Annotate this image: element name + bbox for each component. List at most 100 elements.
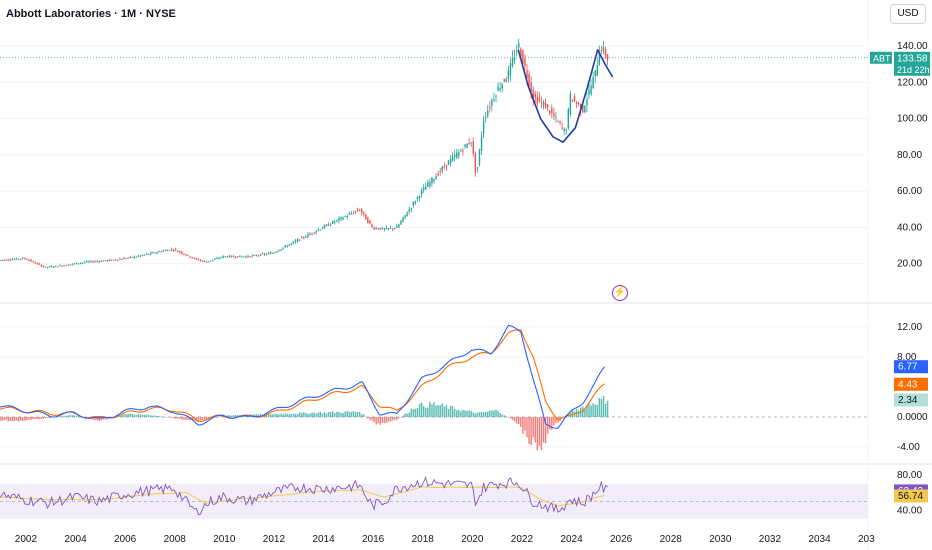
candle-body: [150, 252, 152, 254]
x-axis-label: 2014: [312, 534, 335, 545]
macd-histogram-bar: [77, 415, 80, 417]
macd-histogram-bar: [69, 414, 71, 417]
candle-body: [577, 102, 580, 105]
x-axis-label: 2022: [511, 534, 534, 545]
macd-histogram-bar: [179, 417, 181, 419]
candle-body: [462, 150, 464, 152]
macd-histogram-bar: [482, 412, 485, 417]
candle-body: [81, 262, 84, 264]
macd-histogram-bar: [404, 413, 406, 417]
candle-body: [561, 127, 563, 129]
candle-body: [162, 250, 164, 252]
candle-body: [270, 252, 272, 255]
candle-body: [555, 116, 557, 118]
candle-body: [352, 213, 355, 215]
candle-body: [46, 267, 49, 269]
candle-body: [137, 255, 140, 257]
candle-body: [443, 166, 446, 168]
macd-histogram-bar: [172, 417, 175, 419]
candle-body: [356, 210, 359, 212]
macd-histogram-bar: [226, 415, 229, 417]
candle-body: [129, 256, 131, 258]
candle-body: [0, 260, 1, 262]
candle-body: [557, 121, 559, 123]
candle-body: [573, 96, 576, 101]
macd-histogram-bar: [121, 414, 123, 417]
cup-pattern-drawing: [517, 49, 614, 143]
macd-histogram-bar: [67, 415, 69, 417]
macd-histogram-bar: [453, 409, 456, 417]
candle-body: [381, 227, 384, 230]
macd-histogram-bar: [530, 417, 532, 446]
candle-body: [156, 252, 158, 254]
signal-badge: [894, 377, 928, 391]
currency-button[interactable]: USD: [890, 4, 926, 24]
candle-body: [119, 258, 121, 260]
candle-body: [575, 102, 578, 104]
macd-histogram-bar: [528, 417, 530, 444]
candle-body: [604, 49, 607, 57]
candle-body: [536, 96, 539, 104]
candle-body: [94, 261, 96, 263]
macd-histogram-bar: [276, 413, 278, 417]
macd-histogram-bar: [303, 412, 305, 417]
macd-histogram-bar: [451, 406, 454, 417]
macd-signal-line: [0, 329, 605, 423]
macd-histogram-bar: [420, 402, 423, 417]
macd-histogram-bar: [255, 413, 257, 417]
candle-body: [177, 250, 179, 252]
macd-histogram-bar: [228, 415, 231, 417]
chart-title: Abbott Laboratories · 1M · NYSE: [6, 8, 176, 20]
candle-body: [427, 182, 429, 187]
candle-body: [544, 103, 547, 109]
lightning-icon[interactable]: ⚡: [612, 285, 628, 301]
macd-histogram-bar: [123, 414, 125, 417]
macd-histogram-bar: [594, 404, 596, 417]
macd-histogram-bar: [127, 413, 129, 417]
candle-body: [216, 257, 218, 259]
candle-body: [474, 153, 477, 173]
candle-body: [350, 213, 353, 215]
macd-histogram-bar: [602, 395, 605, 417]
macd-histogram-bar: [526, 417, 528, 438]
macd-histogram-bar: [398, 417, 400, 419]
candle-body: [170, 249, 173, 251]
candle-body: [588, 89, 590, 95]
macd-histogram-bar: [216, 417, 218, 418]
candle-body: [371, 224, 373, 228]
candle-body: [509, 63, 512, 76]
candle-body: [160, 251, 162, 253]
macd-histogram-bar: [460, 411, 462, 417]
candle-body: [600, 50, 603, 52]
candle-body: [524, 58, 526, 67]
candle-body: [563, 129, 565, 131]
candle-body: [164, 250, 167, 252]
candle-body: [400, 220, 402, 225]
macd-histogram-bar: [46, 417, 49, 418]
macd-histogram-bar: [387, 417, 390, 422]
macd-histogram-bar: [588, 403, 590, 417]
rsi-ma-badge-label: 56.74: [898, 491, 923, 502]
macd-histogram-bar: [433, 402, 435, 417]
candle-body: [166, 250, 169, 252]
macd-histogram-bar: [513, 417, 516, 422]
macd-histogram-bar: [441, 403, 443, 417]
candle-body: [255, 255, 257, 257]
candle-body: [22, 257, 24, 259]
candle-body: [261, 253, 264, 255]
macd-scale-label: -4.00: [897, 442, 920, 453]
rsi-ma-badge: [894, 489, 928, 503]
macd-histogram-bar: [19, 417, 22, 421]
candle-body: [203, 260, 206, 262]
macd-histogram-bar: [137, 413, 140, 417]
macd-histogram-bar: [230, 415, 233, 417]
candle-body: [571, 99, 574, 102]
price-badge: [894, 51, 930, 76]
candle-body: [86, 261, 88, 263]
x-axis-label: 2004: [64, 534, 87, 545]
macd-histogram-bar: [520, 417, 522, 427]
candle-body: [522, 50, 524, 64]
macd-histogram-bar: [447, 408, 450, 417]
candle-body: [472, 141, 474, 154]
